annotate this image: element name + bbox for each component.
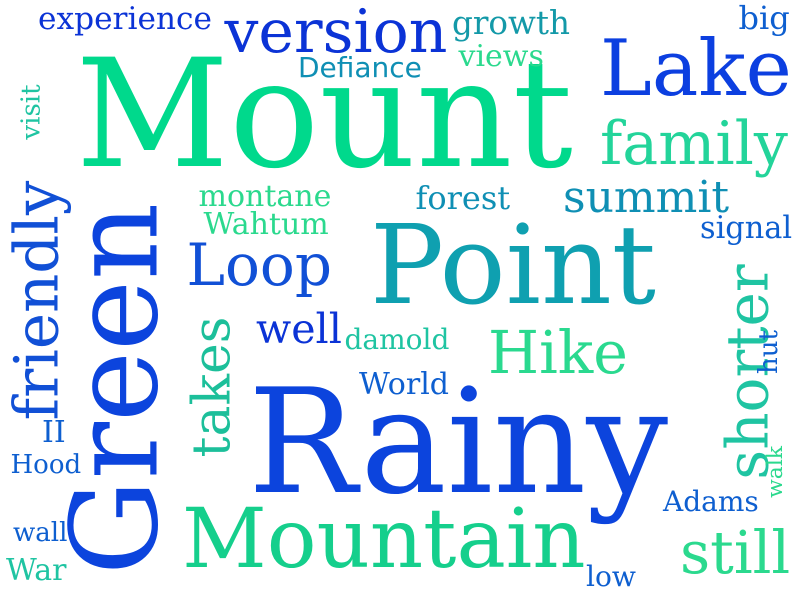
word-hood: Hood [10,450,82,480]
word-war: War [6,553,67,588]
word-still: still [680,517,791,587]
word-loop: Loop [186,231,332,299]
word-ii: II [42,415,66,450]
word-adams: Adams [663,485,759,518]
word-walk: walk [763,445,789,498]
word-point: Point [370,201,657,329]
word-rainy: Rainy [248,358,669,527]
word-big: big [738,0,790,37]
word-friendly: friendly [1,180,73,420]
word-mount: Mount [75,28,573,202]
word-forest: forest [415,179,511,217]
word-growth: growth [452,3,571,42]
word-world: World [359,367,449,402]
word-wall: wall [13,518,68,548]
word-damold: damold [344,323,450,356]
word-hike: Hike [488,318,628,387]
word-version: version [224,0,448,67]
word-green: Green [45,202,185,576]
word-defiance: Defiance [298,51,422,84]
word-views: views [458,39,544,74]
word-experience: experience [38,0,212,37]
word-wahtum: Wahtum [203,207,329,242]
word-visit: visit [16,84,47,140]
word-summit: summit [563,172,730,223]
word-lake: Lake [600,24,792,114]
word-hut: hut [753,330,784,374]
word-montane: montane [198,179,332,214]
word-well: well [256,304,342,353]
word-signal: signal [700,211,793,246]
word-low: low [586,560,636,593]
word-takes: takes [181,316,242,458]
word-family: family [600,109,788,179]
word-mountain: Mountain [182,489,586,587]
